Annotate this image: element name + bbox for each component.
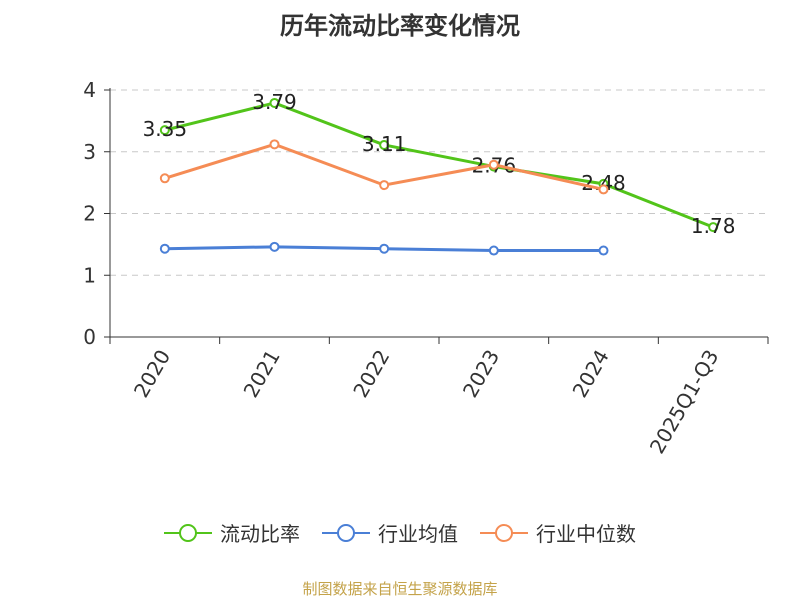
legend: 流动比率 行业均值 行业中位数 xyxy=(0,518,800,547)
data-point-1-0 xyxy=(159,243,170,254)
legend-marker-1 xyxy=(322,523,370,542)
chart-title: 历年流动比率变化情况 xyxy=(280,12,520,40)
legend-marker-2 xyxy=(480,523,528,542)
x-tick-label-5: 2025Q1-Q3 xyxy=(645,346,724,458)
x-tick-label-4: 2024 xyxy=(568,346,614,402)
data-point-2-3 xyxy=(488,159,499,170)
data-label-0-0: 3.35 xyxy=(143,117,188,141)
data-point-0-2 xyxy=(379,139,390,150)
x-tick-label-0: 2020 xyxy=(129,346,175,402)
legend-item-1[interactable]: 行业均值 xyxy=(322,518,458,547)
data-point-1-2 xyxy=(379,243,390,254)
data-point-0-1 xyxy=(269,97,280,108)
x-tick-label-1: 2021 xyxy=(239,346,285,402)
data-point-1-1 xyxy=(269,241,280,252)
y-tick-label-3: 3 xyxy=(83,140,96,164)
data-point-1-4 xyxy=(598,245,609,256)
data-point-2-4 xyxy=(598,184,609,195)
y-tick-label-2: 2 xyxy=(83,202,96,226)
data-label-0-2: 3.11 xyxy=(362,132,407,156)
data-point-2-1 xyxy=(269,139,280,150)
legend-item-2[interactable]: 行业中位数 xyxy=(480,518,636,547)
legend-marker-0 xyxy=(164,523,212,542)
legend-label-0: 流动比率 xyxy=(220,522,300,546)
legend-label-1: 行业均值 xyxy=(378,522,458,546)
data-point-0-5 xyxy=(708,222,719,233)
data-point-1-3 xyxy=(488,245,499,256)
x-tick-label-2: 2022 xyxy=(348,346,394,402)
data-label-0-1: 3.79 xyxy=(252,90,297,114)
legend-label-2: 行业中位数 xyxy=(536,522,636,546)
y-tick-label-4: 4 xyxy=(83,78,96,102)
x-tick-label-3: 2023 xyxy=(458,346,504,402)
legend-item-0[interactable]: 流动比率 xyxy=(164,518,300,547)
series-line-0 xyxy=(164,101,714,229)
data-point-2-0 xyxy=(159,173,170,184)
data-point-2-2 xyxy=(379,180,390,191)
data-label-0-5: 1.78 xyxy=(691,214,736,238)
y-tick-label-0: 0 xyxy=(83,325,96,349)
source-note: 制图数据来自恒生聚源数据库 xyxy=(302,580,498,598)
data-point-0-0 xyxy=(159,125,170,136)
y-tick-label-1: 1 xyxy=(83,263,96,287)
